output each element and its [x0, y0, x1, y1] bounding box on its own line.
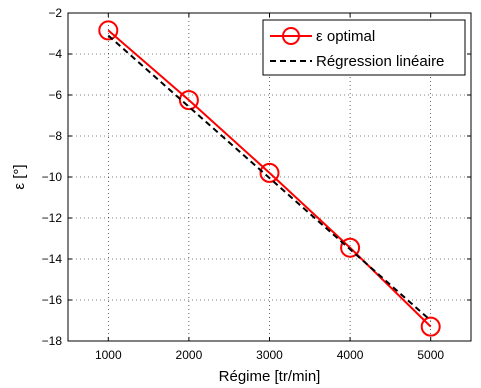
optimal-point	[259, 162, 280, 183]
y-tick-label: −8	[48, 129, 62, 143]
y-tick-label: −6	[48, 88, 62, 102]
y-tick-label: −18	[42, 334, 63, 348]
x-tick-label: 2000	[176, 348, 203, 362]
optimal-point	[420, 316, 441, 337]
legend: ε optimal Régression linéaire	[262, 19, 466, 76]
y-tick-label: −16	[42, 293, 63, 307]
series-layer	[98, 20, 441, 337]
optimal-point	[340, 237, 361, 258]
regression-line	[107, 34, 432, 322]
optimal-line	[107, 29, 432, 328]
y-tick-label: −10	[42, 170, 63, 184]
optimal-point	[178, 90, 199, 111]
y-tick-label: −4	[48, 47, 62, 61]
legend-label-optimal: ε optimal	[316, 28, 375, 45]
tick-labels: 1000 2000 3000 4000 5000 −18 −16 −14 −12 −10 −8 −6 −…	[42, 6, 445, 362]
ticks	[68, 12, 471, 342]
x-tick-label: 4000	[337, 348, 364, 362]
y-tick-label: −14	[42, 252, 63, 266]
x-axis-label: Régime [tr/min]	[219, 368, 321, 385]
y-tick-label: −12	[42, 211, 63, 225]
x-tick-label: 3000	[256, 348, 283, 362]
x-tick-label: 1000	[95, 348, 122, 362]
optimal-point	[98, 20, 119, 41]
legend-label-regression: Régression linéaire	[316, 53, 444, 70]
legend-marker-optimal	[282, 27, 300, 45]
x-tick-label: 5000	[417, 348, 444, 362]
y-tick-label: −2	[48, 6, 62, 20]
y-axis-label: ε [°]	[11, 164, 28, 189]
